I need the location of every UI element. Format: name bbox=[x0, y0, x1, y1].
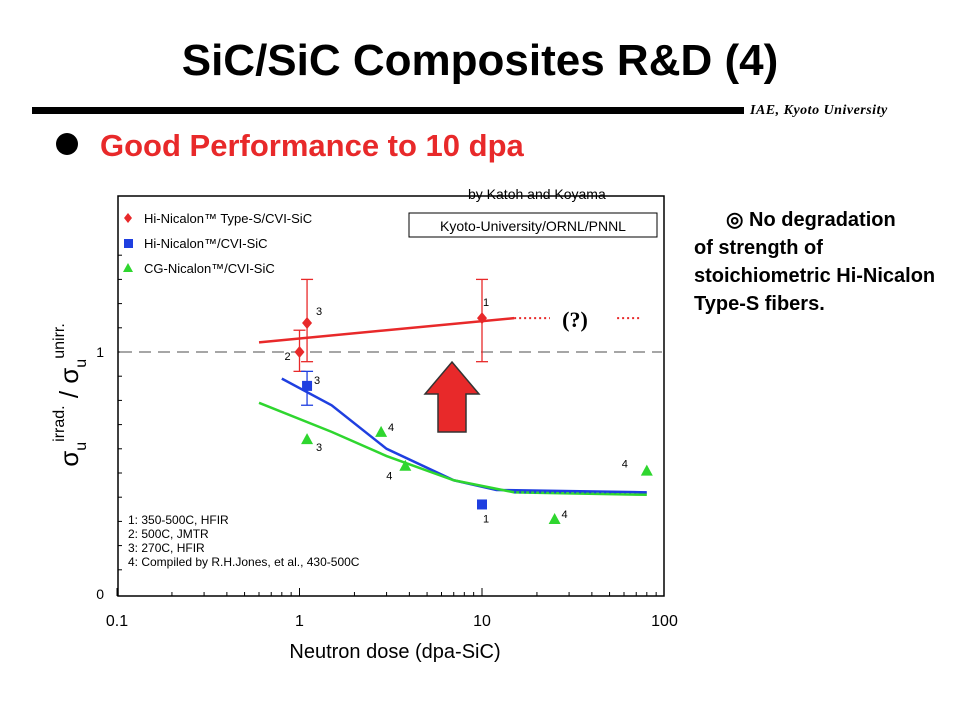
note-block: ◎ No degradation of strength of stoichio… bbox=[694, 206, 944, 318]
y-axis-title: σuirrad. / σuunirr. bbox=[51, 323, 90, 467]
legend-marker-diamond bbox=[124, 213, 132, 223]
legend-label: Hi-Nicalon™/CVI-SiC bbox=[144, 236, 268, 251]
up-arrow-icon bbox=[423, 360, 481, 433]
x-tick-label: 1 bbox=[295, 613, 304, 630]
trend-line bbox=[281, 377, 647, 494]
point-label: 3 bbox=[314, 375, 320, 387]
unknown-label: (?) bbox=[562, 307, 588, 332]
x-tick-label: 10 bbox=[473, 613, 491, 630]
plot-border bbox=[117, 195, 665, 597]
title-divider bbox=[32, 107, 744, 114]
point-label: 4 bbox=[562, 509, 568, 521]
condition-note: 4: Compiled by R.H.Jones, et al., 430-50… bbox=[128, 555, 360, 569]
legend-label: CG-Nicalon™/CVI-SiC bbox=[144, 261, 275, 276]
legend-marker-square bbox=[124, 239, 133, 248]
inset-label-box bbox=[408, 212, 658, 238]
y-tick-label: 0 bbox=[96, 586, 104, 602]
data-point-triangle bbox=[399, 459, 412, 471]
note-text: of strength of stoichiometric Hi-Nicalon… bbox=[694, 237, 936, 315]
unknown-label-bg bbox=[550, 303, 600, 333]
bullet-dot-icon bbox=[56, 133, 78, 155]
data-point-triangle bbox=[375, 425, 388, 437]
data-point-diamond bbox=[294, 346, 305, 358]
x-axis-title: Neutron dose (dpa-SiC) bbox=[289, 641, 500, 663]
point-label: 3 bbox=[316, 306, 322, 318]
x-tick-label: 100 bbox=[651, 613, 678, 630]
legend-label: Hi-Nicalon™ Type-S/CVI-SiC bbox=[144, 211, 312, 226]
y-title-sub: u bbox=[73, 359, 90, 368]
point-label: 4 bbox=[388, 422, 394, 434]
y-title-sub: u bbox=[73, 442, 90, 451]
y-title-sup: irrad. bbox=[51, 405, 68, 441]
legend: Kyoto-University/ORNL/PNNL (?) Hi-Nicalon™… bbox=[123, 211, 658, 569]
trend-line bbox=[258, 316, 515, 344]
bullet-heading: Good Performance to 10 dpa bbox=[100, 128, 524, 163]
data-point-triangle bbox=[640, 464, 653, 476]
data-marks: 2 3 1 3 1 3 4 4 4 4 bbox=[284, 278, 653, 525]
plot-frame bbox=[116, 195, 665, 597]
data-point-diamond bbox=[302, 316, 313, 329]
condition-note: 2: 500C, JMTR bbox=[128, 527, 209, 541]
data-point-triangle bbox=[548, 512, 561, 524]
slide-title: SiC/SiC Composites R&D (4) bbox=[181, 36, 779, 85]
y-title-sup: unirr. bbox=[51, 323, 68, 359]
data-point-square bbox=[477, 499, 487, 510]
condition-note: 3: 270C, HFIR bbox=[128, 541, 205, 555]
data-point-diamond bbox=[477, 312, 487, 325]
y-title-slash: / σ bbox=[54, 368, 84, 406]
condition-note: 1: 350-500C, HFIR bbox=[128, 513, 229, 527]
trend-lines bbox=[258, 316, 647, 497]
point-label: 2 bbox=[284, 351, 290, 363]
point-label: 1 bbox=[483, 297, 489, 309]
note-first-line: ◎ No degradation bbox=[726, 209, 896, 231]
credit-text: by Katoh and Koyama bbox=[468, 186, 606, 202]
data-point-triangle bbox=[301, 433, 314, 445]
inset-label: Kyoto-University/ORNL/PNNL bbox=[440, 218, 626, 234]
legend-marker-triangle bbox=[123, 263, 133, 272]
point-label: 3 bbox=[316, 442, 322, 454]
trend-line bbox=[258, 401, 647, 497]
y-tick-label: 1 bbox=[96, 344, 104, 360]
affiliation-label: IAE, Kyoto University bbox=[750, 103, 888, 118]
data-point-square bbox=[302, 380, 313, 391]
point-label: 1 bbox=[483, 513, 489, 525]
point-label: 4 bbox=[622, 459, 628, 471]
x-tick-label: 0.1 bbox=[106, 613, 128, 630]
point-label: 4 bbox=[386, 471, 392, 483]
y-title-sigma: σ bbox=[54, 451, 84, 467]
